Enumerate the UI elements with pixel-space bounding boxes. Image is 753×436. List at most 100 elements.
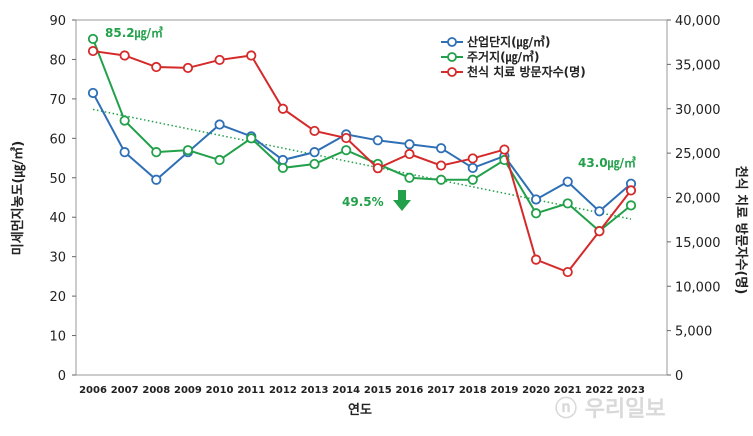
- legend-label: 산업단지(㎍/㎥): [467, 34, 551, 50]
- series-0-point: [467, 162, 478, 174]
- x-tick-label: 2021: [554, 385, 582, 396]
- x-tick-label: 2009: [174, 385, 202, 396]
- series-1-point: [277, 162, 288, 174]
- x-tick-label: 2007: [111, 385, 139, 396]
- series-0-point: [404, 139, 415, 150]
- series-1-point: [341, 145, 352, 156]
- x-axis-label: 연도: [348, 403, 372, 418]
- annotation-reduction-percent: 49.5%: [342, 195, 384, 209]
- series-1-point: [530, 208, 542, 219]
- x-tick-label: 2012: [269, 385, 297, 396]
- series-1-point: [151, 147, 162, 158]
- series-1-point: [404, 172, 415, 183]
- series-0-point: [372, 135, 383, 146]
- y-left-tick-label: 20: [49, 290, 66, 305]
- legend-swatch-marker: [447, 52, 457, 62]
- x-tick-label: 2023: [617, 385, 645, 396]
- series-2-point: [119, 50, 130, 61]
- series-2-point: [214, 54, 225, 66]
- series-0-point: [530, 194, 542, 205]
- y-left-tick-label: 60: [49, 132, 66, 147]
- series-1-point: [467, 174, 478, 185]
- x-tick-label: 2010: [206, 385, 234, 396]
- series-line-0: [92, 92, 632, 213]
- y-left-tick-label: 80: [49, 53, 66, 68]
- series-2-point: [562, 266, 573, 278]
- y-right-tick-label: 25,000: [675, 147, 721, 162]
- x-tick-label: 2015: [364, 385, 392, 396]
- y-right-tick-label: 5,000: [675, 325, 712, 340]
- series-0-point: [87, 87, 99, 99]
- x-tick-label: 2008: [142, 385, 170, 396]
- series-1-point: [436, 174, 447, 185]
- series-2-point: [341, 132, 352, 144]
- x-tick-label: 2014: [332, 385, 360, 396]
- y-right-tick-label: 20,000: [675, 192, 721, 207]
- series-1-point: [246, 133, 257, 144]
- watermark-logo: ⓝ 우리일보: [555, 396, 666, 422]
- series-1-point: [562, 198, 573, 209]
- series-0-point: [119, 147, 130, 158]
- x-tick-label: 2019: [490, 385, 518, 396]
- legend-label: 주거지(㎍/㎥): [467, 49, 539, 65]
- x-tick-label: 2022: [585, 385, 613, 396]
- series-0-point: [562, 176, 573, 187]
- series-1-point: [182, 145, 194, 156]
- y-left-tick-label: 90: [49, 14, 66, 29]
- series-1-point: [214, 154, 225, 166]
- y-left-tick-label: 50: [49, 172, 66, 187]
- series-2-point: [404, 148, 415, 160]
- y-right-tick-label: 0: [675, 369, 683, 384]
- y-left-tick-label: 0: [58, 369, 66, 384]
- series-0-point: [309, 147, 320, 158]
- series-2-point: [309, 125, 320, 137]
- series-1-point: [309, 158, 320, 170]
- series-2-point: [436, 160, 447, 171]
- series-2-point: [372, 163, 383, 174]
- y-right-tick-label: 40,000: [675, 14, 721, 29]
- y-left-tick-label: 10: [49, 330, 66, 345]
- series-2-point: [594, 226, 605, 237]
- series-1-point: [625, 200, 637, 211]
- down-arrow-icon: [393, 190, 411, 211]
- series-2-point: [182, 62, 194, 74]
- series-2-point: [151, 61, 162, 73]
- series-2-point: [246, 50, 257, 61]
- series-line-2: [92, 50, 632, 274]
- series-0-point: [151, 174, 162, 185]
- y-right-tick-label: 35,000: [675, 58, 721, 73]
- x-tick-label: 2013: [301, 385, 329, 396]
- annotation-start-value: 85.2㎍/㎥: [105, 25, 163, 41]
- x-tick-label: 2011: [237, 385, 265, 396]
- y-left-tick-label: 40: [49, 211, 66, 226]
- y-left-tick-label: 70: [49, 93, 66, 108]
- x-tick-label: 2016: [396, 385, 424, 396]
- series-1-point: [119, 115, 130, 126]
- y-right-tick-label: 10,000: [675, 280, 721, 295]
- y-right-tick-label: 30,000: [675, 103, 721, 118]
- legend-label: 천식 치료 방문자수(명): [467, 64, 586, 79]
- series-line-1: [92, 38, 632, 233]
- series-2-point: [467, 153, 478, 164]
- y-left-tick-label: 30: [49, 251, 66, 266]
- x-tick-label: 2006: [79, 385, 107, 396]
- y-left-axis-label: 미세먼지농도(㎍/㎥): [10, 141, 27, 255]
- legend-swatch-marker: [447, 67, 457, 77]
- series-0-point: [594, 206, 605, 217]
- series-2-point: [499, 144, 510, 155]
- y-right-axis-label: 천식 치료 방문자수(명): [733, 166, 749, 295]
- y-right-tick-label: 15,000: [675, 236, 721, 251]
- series-0-point: [436, 143, 447, 154]
- x-tick-label: 2020: [522, 385, 550, 396]
- series-2-point: [530, 254, 542, 265]
- series-2-point: [87, 45, 99, 57]
- series-2-point: [277, 103, 288, 114]
- series-2-point: [625, 185, 637, 196]
- series-0-point: [214, 119, 225, 130]
- annotation-end-value: 43.0㎍/㎥: [578, 155, 636, 171]
- x-tick-label: 2018: [459, 385, 487, 396]
- x-tick-label: 2017: [427, 385, 455, 396]
- series-1-point: [87, 33, 99, 45]
